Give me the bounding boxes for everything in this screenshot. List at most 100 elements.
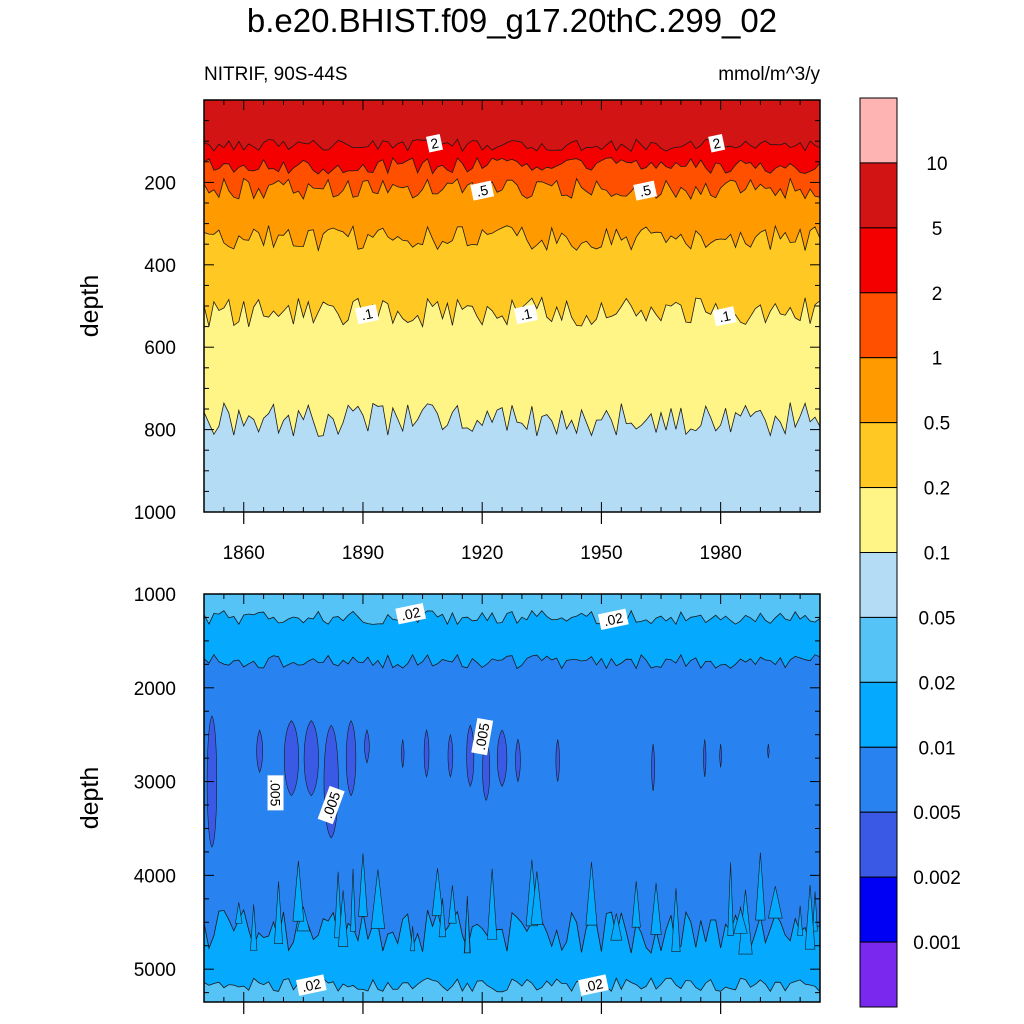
- y-tick-label: 5000: [134, 960, 176, 981]
- contour-band: [256, 729, 263, 774]
- svg-text:.1: .1: [717, 307, 732, 325]
- colorbar-label: 1: [932, 349, 943, 370]
- panel-lower: .02 .02 .005 .005 .005 .02 .02 1000 2000 3000 4000…: [76, 585, 821, 1014]
- plot-frame: [203, 593, 821, 1003]
- contour-label: .005: [471, 717, 494, 756]
- svg-text:.02: .02: [399, 604, 422, 624]
- colorbar-label: 0.005: [913, 803, 961, 824]
- contour-line: [204, 401, 820, 437]
- contour-label: 2: [425, 133, 444, 153]
- contour-band: [631, 881, 641, 928]
- contour-label: .02: [295, 974, 327, 996]
- x-tick-label: 1860: [223, 543, 265, 564]
- contour-fill-area: [204, 100, 820, 512]
- colorbar-swatch: [859, 422, 898, 489]
- colorbar-swatch: [859, 941, 898, 1008]
- svg-text:.5: .5: [638, 182, 653, 200]
- colorbar-swatch: [859, 227, 898, 294]
- x-tick-label: 1950: [580, 543, 622, 564]
- contour-band: [804, 884, 816, 950]
- contour-line: [204, 296, 820, 329]
- contour-band: [496, 729, 508, 787]
- contour-band: [650, 883, 662, 935]
- colorbar-swatch: [859, 616, 898, 683]
- contour-band: [204, 654, 820, 1002]
- contour-band: [338, 890, 349, 947]
- colorbar-label: 0.05: [919, 608, 956, 629]
- contour-band: [283, 720, 299, 797]
- contour-band: [651, 744, 655, 792]
- colorbar-swatch: [859, 811, 898, 878]
- contour-band: [703, 739, 707, 777]
- colorbar-swatch: [859, 357, 898, 424]
- colorbar-label: 0.01: [919, 738, 956, 759]
- contour-band: [292, 860, 305, 922]
- svg-text:.02: .02: [582, 975, 605, 995]
- contour-band: [515, 738, 521, 783]
- y-tick-label: 1000: [134, 585, 176, 606]
- contour-band: [727, 862, 734, 936]
- colorbar-label: 0.001: [913, 933, 961, 954]
- contour-label: .5: [470, 180, 495, 201]
- contour-band: [767, 886, 783, 919]
- svg-text:.1: .1: [360, 305, 375, 323]
- contour-line: [204, 157, 820, 175]
- contour-band: [755, 852, 766, 921]
- colorbar-label: 0.1: [924, 544, 950, 565]
- colorbar-swatch: [859, 876, 898, 943]
- colorbar-swatch: [859, 746, 898, 813]
- contour-band: [812, 891, 818, 932]
- contour-band: [767, 744, 770, 759]
- contour-band: [671, 888, 681, 953]
- y-axis-label: depth: [76, 275, 104, 338]
- chart-title: b.e20.BHIST.f09_g17.20thC.299_02: [246, 2, 778, 39]
- colorbar-swatch: [859, 681, 898, 748]
- y-axis-label: depth: [76, 767, 104, 830]
- contour-band: [610, 913, 623, 941]
- x-tick-label: 1920: [461, 543, 503, 564]
- contour-band: [334, 871, 343, 939]
- contour-band: [464, 895, 471, 954]
- contour-band: [797, 905, 804, 936]
- contour-label: 2: [708, 133, 726, 153]
- contour-line: [204, 609, 820, 626]
- contour-band: [410, 926, 416, 952]
- contour-band: [487, 868, 498, 940]
- y-tick-label: 800: [144, 421, 176, 442]
- colorbar-label: 0.02: [919, 673, 956, 694]
- colorbar-swatch: [859, 552, 898, 618]
- contour-band: [235, 902, 243, 924]
- colorbar-label: 0.5: [924, 414, 950, 435]
- units-label: mmol/m^3/y: [718, 64, 820, 85]
- colorbar-label: 0.002: [913, 868, 961, 889]
- colorbar-label: 0.2: [924, 479, 950, 500]
- contour-line: [204, 224, 820, 253]
- variable-region-label: NITRIF, 90S-44S: [204, 64, 348, 85]
- panel-upper: 2 2 .5 .5 .1 .1 .1 200 400 600 800 1000 1860 1890 1920…: [76, 99, 821, 564]
- contour-band: [346, 720, 357, 797]
- y-tick-label: 1000: [134, 503, 176, 524]
- x-tick-label: 1980: [700, 543, 742, 564]
- contour-band: [423, 729, 430, 778]
- contour-band: [250, 904, 258, 951]
- y-tick-label: 3000: [134, 773, 176, 794]
- contour-band: [370, 869, 385, 929]
- contour-band: [204, 402, 820, 512]
- contour-line: [204, 177, 820, 200]
- contour-band: [555, 739, 560, 782]
- contour-label: .005: [317, 785, 345, 825]
- svg-text:.02: .02: [300, 975, 323, 995]
- svg-text:.005: .005: [268, 779, 284, 806]
- contour-label: .1: [355, 304, 379, 325]
- contour-band: [733, 907, 748, 934]
- contour-band: [350, 868, 356, 933]
- colorbar-swatch: [859, 292, 898, 359]
- svg-text:2: 2: [429, 135, 440, 152]
- contour-band: [303, 720, 319, 797]
- svg-text:2: 2: [711, 135, 722, 152]
- y-tick-label: 200: [144, 173, 176, 194]
- contour-band: [431, 868, 444, 917]
- contour-label: .005: [267, 775, 284, 811]
- contour-band: [358, 853, 368, 917]
